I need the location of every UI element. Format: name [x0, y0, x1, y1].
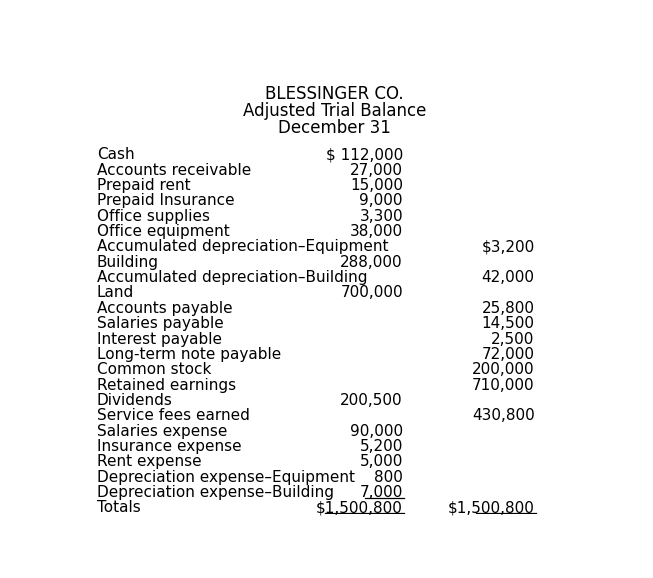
Text: 14,500: 14,500	[481, 316, 535, 331]
Text: Common stock: Common stock	[97, 362, 211, 377]
Text: $3,200: $3,200	[481, 239, 535, 254]
Text: Building: Building	[97, 255, 159, 270]
Text: 15,000: 15,000	[350, 178, 403, 193]
Text: 72,000: 72,000	[481, 347, 535, 362]
Text: 90,000: 90,000	[350, 424, 403, 439]
Text: Dividends: Dividends	[97, 393, 172, 408]
Text: Accounts receivable: Accounts receivable	[97, 162, 251, 177]
Text: 3,300: 3,300	[359, 209, 403, 224]
Text: Accounts payable: Accounts payable	[97, 301, 232, 316]
Text: Depreciation expense–Building: Depreciation expense–Building	[97, 485, 334, 500]
Text: 5,200: 5,200	[360, 439, 403, 454]
Text: Accumulated depreciation–Building: Accumulated depreciation–Building	[97, 270, 367, 285]
Text: 2,500: 2,500	[491, 332, 535, 346]
Text: Office supplies: Office supplies	[97, 209, 210, 224]
Text: Prepaid Insurance: Prepaid Insurance	[97, 193, 234, 208]
Text: $ 112,000: $ 112,000	[326, 147, 403, 162]
Text: Cash: Cash	[97, 147, 135, 162]
Text: 27,000: 27,000	[350, 162, 403, 177]
Text: 710,000: 710,000	[472, 377, 535, 392]
Text: 700,000: 700,000	[340, 286, 403, 301]
Text: Service fees earned: Service fees earned	[97, 408, 249, 423]
Text: Land: Land	[97, 286, 134, 301]
Text: Depreciation expense–Equipment: Depreciation expense–Equipment	[97, 470, 355, 485]
Text: Office equipment: Office equipment	[97, 224, 230, 239]
Text: Long-term note payable: Long-term note payable	[97, 347, 281, 362]
Text: Adjusted Trial Balance: Adjusted Trial Balance	[243, 102, 426, 120]
Text: 38,000: 38,000	[350, 224, 403, 239]
Text: Accumulated depreciation–Equipment: Accumulated depreciation–Equipment	[97, 239, 389, 254]
Text: Retained earnings: Retained earnings	[97, 377, 236, 392]
Text: 7,000: 7,000	[360, 485, 403, 500]
Text: 200,500: 200,500	[340, 393, 403, 408]
Text: Salaries expense: Salaries expense	[97, 424, 227, 439]
Text: Rent expense: Rent expense	[97, 454, 201, 469]
Text: Insurance expense: Insurance expense	[97, 439, 242, 454]
Text: 25,800: 25,800	[481, 301, 535, 316]
Text: $1,500,800: $1,500,800	[316, 501, 403, 516]
Text: 9,000: 9,000	[360, 193, 403, 208]
Text: BLESSINGER CO.: BLESSINGER CO.	[265, 85, 404, 103]
Text: 200,000: 200,000	[472, 362, 535, 377]
Text: Totals: Totals	[97, 501, 140, 516]
Text: 42,000: 42,000	[481, 270, 535, 285]
Text: 5,000: 5,000	[360, 454, 403, 469]
Text: Prepaid rent: Prepaid rent	[97, 178, 191, 193]
Text: 288,000: 288,000	[340, 255, 403, 270]
Text: 800: 800	[374, 470, 403, 485]
Text: 430,800: 430,800	[472, 408, 535, 423]
Text: December 31: December 31	[278, 118, 391, 137]
Text: $1,500,800: $1,500,800	[448, 501, 535, 516]
Text: Salaries payable: Salaries payable	[97, 316, 223, 331]
Text: Interest payable: Interest payable	[97, 332, 222, 346]
